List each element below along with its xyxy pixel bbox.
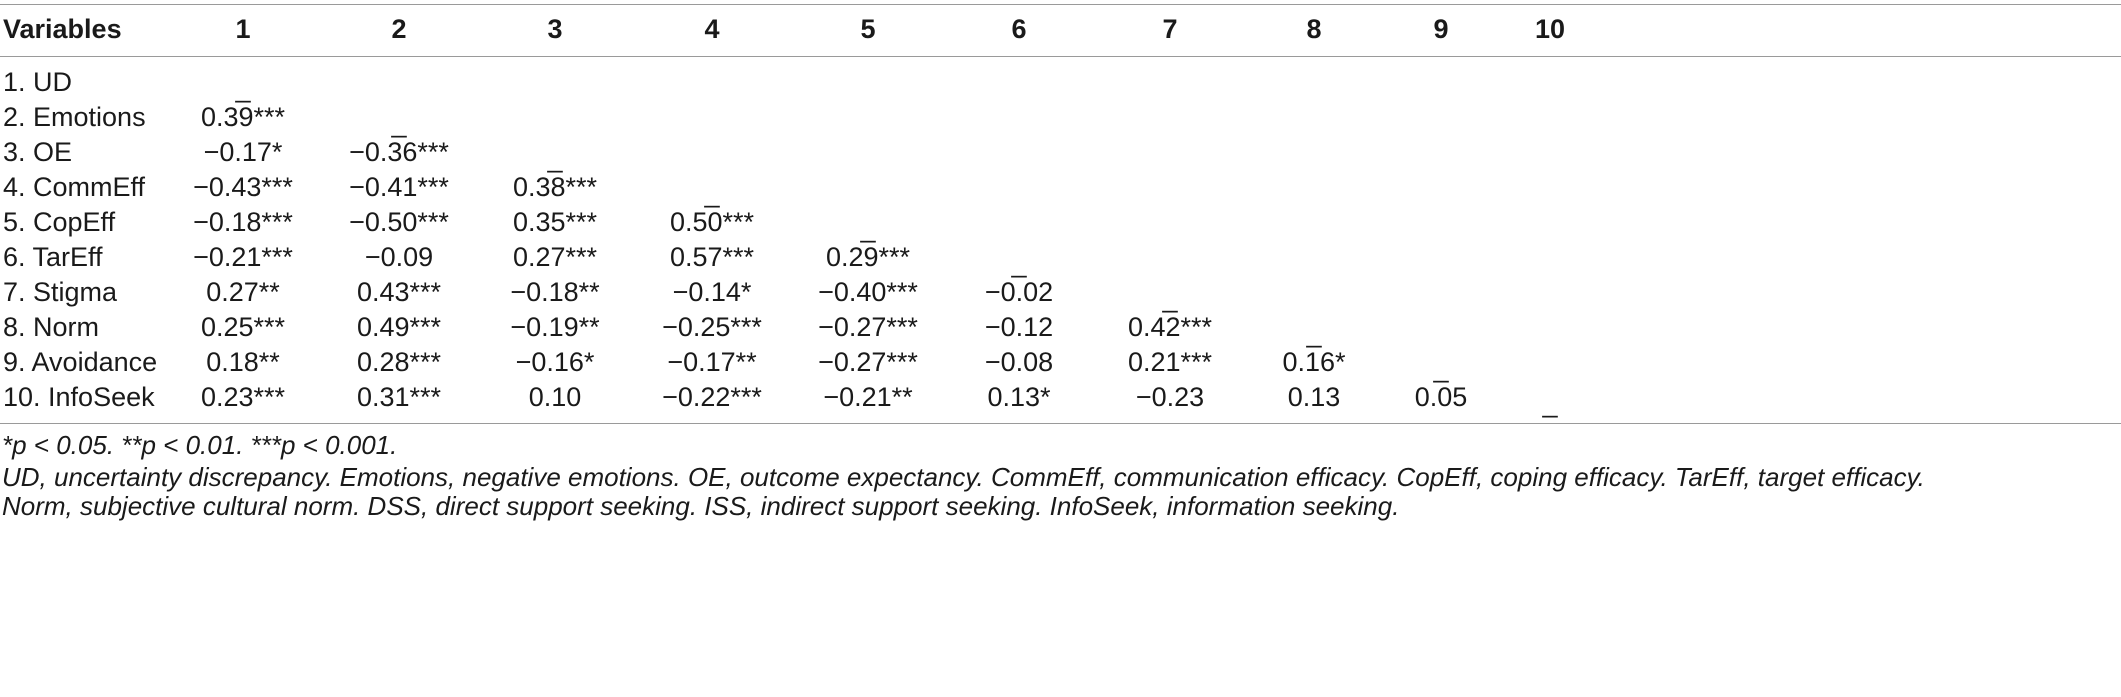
correlation-cell: 0.39*** (200, 102, 286, 132)
correlation-cell: 0.10 (528, 382, 582, 412)
correlation-cell: 0.29*** (825, 242, 911, 272)
diagonal-dash-cell: _ (235, 73, 251, 103)
abbreviation-note-line-1: UD, uncertainty discrepancy. Emotions, n… (2, 462, 1925, 492)
correlation-cell: −0.27*** (818, 312, 918, 342)
correlation-cell: 0.13* (987, 382, 1051, 412)
header-col-8: 8 (1306, 14, 1322, 44)
diagonal-dash-cell: _ (704, 178, 720, 208)
correlation-cell: 0.16* (1282, 347, 1346, 377)
correlation-cell: −0.09 (364, 242, 434, 272)
correlation-cell: −0.21** (823, 382, 913, 412)
correlation-cell: −0.36*** (349, 137, 449, 167)
table-top-rule (0, 4, 2121, 5)
correlation-cell: −0.19** (510, 312, 600, 342)
correlation-cell: −0.41*** (349, 172, 449, 202)
row-label: 10. InfoSeek (3, 382, 155, 412)
row-label: 2. Emotions (3, 102, 146, 132)
correlation-cell: 0.35*** (512, 207, 598, 237)
correlation-cell: 0.28*** (356, 347, 442, 377)
diagonal-dash-cell: _ (1162, 283, 1178, 313)
header-col-4: 4 (704, 14, 720, 44)
correlation-cell: −0.21*** (193, 242, 293, 272)
table-bottom-rule (0, 423, 2121, 424)
correlation-cell: −0.18** (510, 277, 600, 307)
correlation-cell: 0.27*** (512, 242, 598, 272)
correlation-cell: 0.42*** (1127, 312, 1213, 342)
correlation-cell: 0.49*** (356, 312, 442, 342)
correlation-cell: 0.50*** (669, 207, 755, 237)
correlation-cell: 0.43*** (356, 277, 442, 307)
correlation-cell: −0.16* (515, 347, 595, 377)
correlation-cell: 0.05 (1414, 382, 1468, 412)
correlation-cell: −0.17* (203, 137, 283, 167)
header-variables: Variables (3, 14, 122, 44)
significance-note: *p < 0.05. **p < 0.01. ***p < 0.001. (2, 430, 398, 460)
correlation-cell: −0.12 (984, 312, 1054, 342)
correlation-cell: −0.02 (984, 277, 1054, 307)
correlation-cell: −0.18*** (193, 207, 293, 237)
diagonal-dash-cell: _ (1542, 388, 1558, 418)
table-header-rule (0, 56, 2121, 57)
diagonal-dash-cell: _ (391, 108, 407, 138)
correlation-cell: 0.23*** (200, 382, 286, 412)
row-label: 4. CommEff (3, 172, 146, 202)
correlation-cell: −0.40*** (818, 277, 918, 307)
row-label: 3. OE (3, 137, 73, 167)
row-label: 8. Norm (3, 312, 100, 342)
correlation-cell: 0.21*** (1127, 347, 1213, 377)
correlation-cell: 0.38*** (512, 172, 598, 202)
diagonal-dash-cell: _ (860, 213, 876, 243)
row-label: 1. UD (3, 67, 73, 97)
diagonal-dash-cell: _ (1433, 353, 1449, 383)
correlation-cell: −0.27*** (818, 347, 918, 377)
row-label: 5. CopEff (3, 207, 116, 237)
diagonal-dash-cell: _ (1011, 248, 1027, 278)
correlation-cell: −0.08 (984, 347, 1054, 377)
correlation-cell: −0.14* (672, 277, 752, 307)
row-label: 6. TarEff (3, 242, 103, 272)
header-col-6: 6 (1011, 14, 1027, 44)
abbreviation-note-line-2: Norm, subjective cultural norm. DSS, dir… (2, 491, 1400, 521)
correlation-cell: −0.23 (1135, 382, 1205, 412)
correlation-cell: −0.22*** (662, 382, 762, 412)
correlation-cell: 0.13 (1287, 382, 1341, 412)
diagonal-dash-cell: _ (547, 143, 563, 173)
correlation-cell: 0.18** (206, 347, 280, 377)
header-col-7: 7 (1162, 14, 1178, 44)
header-col-2: 2 (391, 14, 407, 44)
row-label: 9. Avoidance (3, 347, 158, 377)
correlation-cell: −0.50*** (349, 207, 449, 237)
correlation-cell: 0.57*** (669, 242, 755, 272)
row-label: 7. Stigma (3, 277, 118, 307)
correlation-cell: 0.27** (206, 277, 280, 307)
correlation-cell: −0.25*** (662, 312, 762, 342)
header-col-10: 10 (1534, 14, 1566, 44)
correlation-cell: −0.17** (667, 347, 757, 377)
header-col-1: 1 (235, 14, 251, 44)
correlation-cell: −0.43*** (193, 172, 293, 202)
header-col-9: 9 (1433, 14, 1449, 44)
header-col-5: 5 (860, 14, 876, 44)
correlation-cell: 0.31*** (356, 382, 442, 412)
header-col-3: 3 (547, 14, 563, 44)
correlation-cell: 0.25*** (200, 312, 286, 342)
diagonal-dash-cell: _ (1306, 318, 1322, 348)
